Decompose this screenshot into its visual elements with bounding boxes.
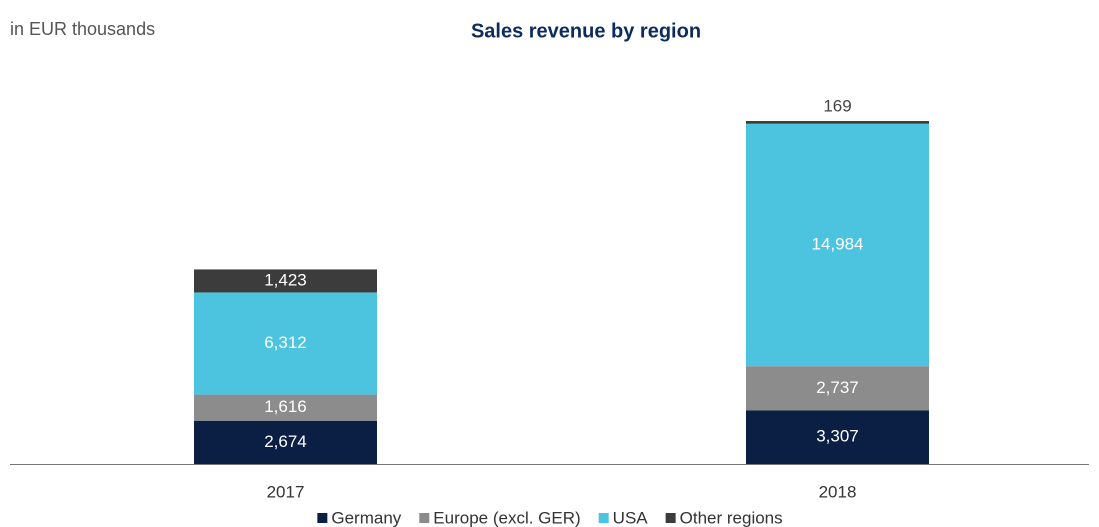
data-label: 2,674 — [264, 432, 307, 451]
legend-label: Germany — [331, 508, 401, 527]
data-label: 1,616 — [264, 397, 307, 416]
legend-label: USA — [613, 508, 649, 527]
legend-swatch — [419, 513, 430, 523]
data-label: 3,307 — [816, 427, 859, 446]
bar-segment — [194, 420, 377, 464]
data-label: 6,312 — [264, 333, 307, 352]
chart-title: Sales revenue by region — [471, 20, 701, 42]
bar-segment — [194, 292, 377, 395]
legend-swatch — [598, 513, 609, 523]
data-label: 2,737 — [816, 378, 859, 397]
bar-segment — [194, 394, 377, 421]
bar-segment — [746, 366, 929, 411]
data-label: 14,984 — [812, 234, 864, 253]
data-label: 169 — [823, 96, 851, 115]
x-tick-label: 2018 — [819, 482, 857, 501]
legend-swatch — [317, 513, 328, 523]
chart-subtitle: in EUR thousands — [10, 19, 155, 39]
legend-label: Other regions — [680, 508, 783, 527]
legend-label: Europe (excl. GER) — [433, 508, 580, 527]
bar-segment — [194, 269, 377, 293]
bar-segment — [746, 121, 929, 124]
bar-segment — [746, 410, 929, 464]
legend-swatch — [665, 513, 676, 523]
x-tick-label: 2017 — [267, 482, 305, 501]
bar-segment — [746, 123, 929, 367]
data-label: 1,423 — [264, 270, 307, 289]
